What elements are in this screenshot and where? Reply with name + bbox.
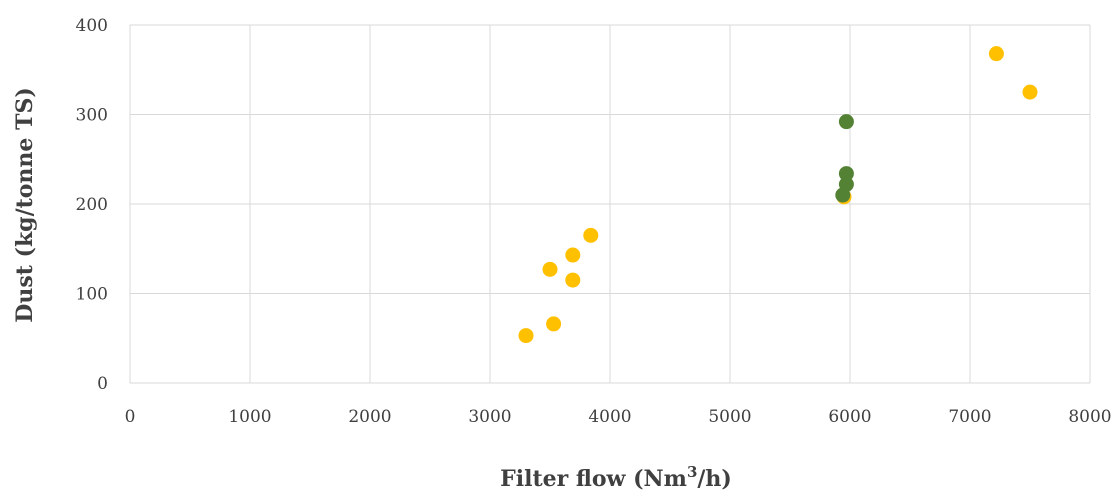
data-point [565,272,581,288]
y-tick-label: 300 [76,106,108,126]
x-tick-label: 5000 [708,407,751,427]
x-tick-label: 7000 [948,407,991,427]
x-tick-label: 0 [125,407,136,427]
gridlines [129,24,1091,384]
x-axis-tick-labels: 0 1000 2000 3000 4000 5000 6000 7000 8000 [125,407,1112,427]
data-points [518,46,1038,344]
x-tick-label: 6000 [828,407,871,427]
data-point [838,166,854,182]
x-axis-title-main: Filter flow (Nm [500,466,687,492]
x-axis-title-superscript: 3 [687,463,697,481]
data-point [518,328,534,344]
data-point [542,261,558,277]
data-point [583,227,599,243]
y-axis-title: Dust (kg/tonne TS) [12,87,38,323]
x-axis-title: Filter flow (Nm3/h) [500,463,732,492]
y-tick-label: 200 [76,195,108,215]
x-tick-label: 3000 [468,407,511,427]
data-point [565,247,581,263]
x-axis-title-end: /h) [697,466,731,492]
x-tick-label: 2000 [348,407,391,427]
x-tick-label: 4000 [588,407,631,427]
y-tick-label: 0 [97,374,108,394]
data-point [1022,84,1038,100]
y-tick-label: 400 [76,16,108,36]
data-point [838,176,854,192]
data-point [988,46,1004,62]
data-point [546,316,562,332]
y-axis-tick-labels: 0 100 200 300 400 [76,16,108,394]
x-tick-label: 1000 [228,407,271,427]
x-tick-label: 8000 [1068,407,1111,427]
data-point [838,114,854,130]
y-tick-label: 100 [76,285,108,305]
